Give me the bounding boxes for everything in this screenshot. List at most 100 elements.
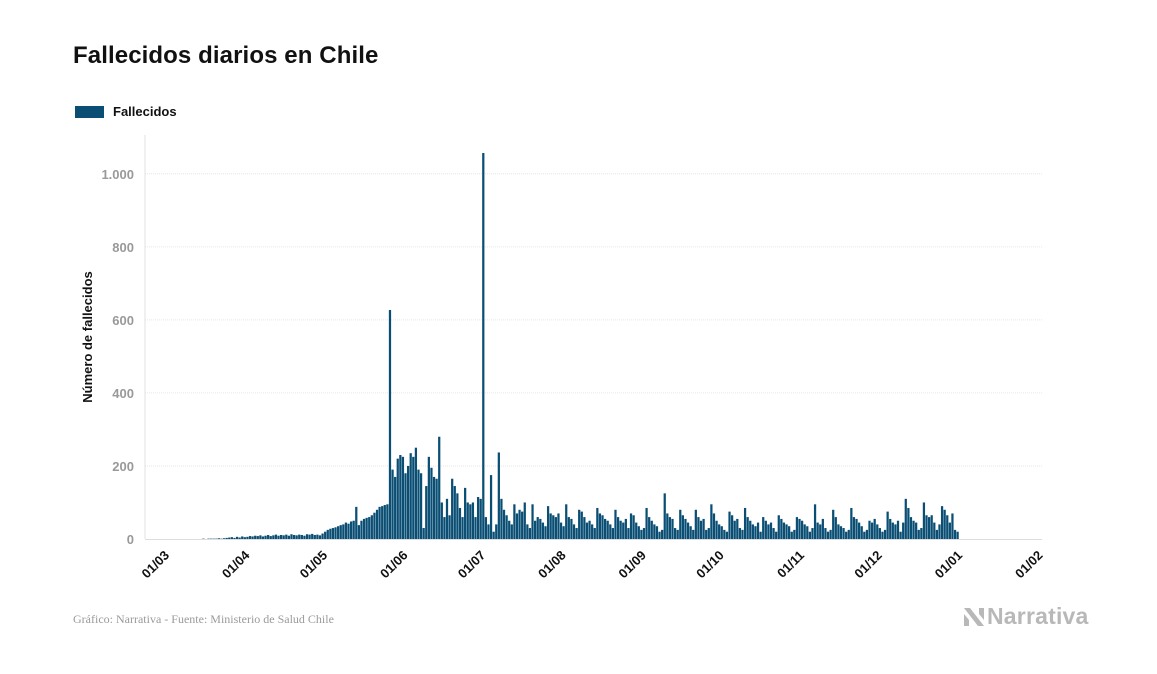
bar	[381, 506, 384, 539]
bar	[788, 526, 791, 539]
bar	[808, 531, 811, 539]
bar	[246, 536, 249, 539]
bar	[578, 509, 581, 539]
bar	[699, 520, 703, 539]
bar	[705, 529, 708, 539]
bar	[383, 505, 386, 539]
x-tick-label: 01/01	[932, 548, 966, 582]
bar	[225, 537, 228, 539]
bar	[666, 513, 669, 539]
bar	[702, 518, 705, 539]
bar	[495, 524, 498, 539]
bar	[295, 535, 298, 539]
bar	[611, 528, 615, 539]
bars	[202, 152, 959, 540]
bar	[777, 515, 780, 539]
bar	[679, 509, 682, 539]
bar	[445, 498, 449, 539]
x-tick-label: 01/09	[615, 548, 649, 582]
x-tick-label: 01/07	[455, 548, 489, 582]
bar	[394, 476, 397, 539]
bar	[515, 513, 519, 539]
bar	[505, 515, 508, 539]
bar	[269, 536, 272, 539]
bar	[806, 526, 809, 539]
bar	[927, 517, 931, 539]
bar	[474, 517, 477, 539]
bar	[824, 528, 827, 539]
bar	[733, 520, 736, 539]
bar	[251, 536, 254, 539]
bar	[785, 524, 788, 539]
bar	[819, 524, 822, 539]
bar	[298, 534, 301, 539]
bar	[438, 436, 441, 539]
x-tick-label: 01/05	[297, 548, 331, 582]
bar	[681, 515, 684, 539]
bar	[311, 533, 314, 539]
x-tick-label: 01/02	[1012, 548, 1046, 582]
bar	[300, 534, 303, 539]
bar	[422, 528, 425, 539]
y-tick-label: 800	[112, 240, 134, 255]
bar	[440, 502, 443, 539]
bar	[448, 515, 451, 539]
bar	[948, 522, 951, 539]
bar	[865, 529, 869, 539]
bar	[907, 507, 910, 539]
bar	[686, 522, 690, 539]
bar	[870, 522, 874, 539]
bar	[443, 517, 446, 539]
bar	[658, 531, 661, 539]
bar	[650, 520, 653, 539]
bar	[956, 531, 959, 539]
bar	[321, 533, 324, 539]
bar	[821, 518, 824, 539]
bar	[482, 152, 485, 540]
bar	[531, 504, 534, 539]
bar	[261, 536, 265, 539]
bar	[469, 504, 472, 539]
bar	[386, 504, 389, 539]
bar	[710, 504, 713, 539]
bar	[580, 511, 583, 539]
bar	[502, 509, 506, 539]
bar	[331, 528, 335, 539]
bar	[285, 534, 288, 539]
bar	[464, 487, 467, 539]
bar	[622, 522, 625, 539]
bar	[816, 522, 819, 539]
y-tick-labels: 0 200 400 600 800 1.000	[101, 167, 134, 547]
bar	[316, 534, 319, 539]
x-tick-label: 01/12	[851, 548, 885, 582]
bar	[466, 502, 469, 539]
bar	[712, 513, 716, 539]
bar	[329, 528, 332, 539]
bar	[917, 529, 920, 539]
bar	[228, 537, 231, 539]
bar	[627, 528, 630, 539]
y-tick-label: 0	[127, 532, 134, 547]
bar	[793, 529, 796, 539]
bar	[632, 515, 635, 539]
bar	[645, 507, 648, 539]
bar	[718, 524, 721, 539]
bar	[842, 528, 845, 539]
bar	[417, 469, 420, 539]
legend-swatch	[75, 105, 104, 118]
bar	[549, 513, 552, 539]
bar	[767, 524, 770, 539]
bar	[847, 529, 850, 539]
bar	[762, 517, 765, 539]
bar	[876, 524, 879, 539]
bar	[661, 529, 664, 539]
bar	[943, 509, 946, 539]
bar	[798, 518, 801, 539]
bar	[349, 521, 353, 539]
bar	[839, 526, 843, 539]
bar	[222, 538, 226, 539]
y-tick-label: 400	[112, 386, 134, 401]
bar	[873, 518, 876, 539]
bar	[715, 520, 718, 539]
bar	[419, 473, 423, 539]
